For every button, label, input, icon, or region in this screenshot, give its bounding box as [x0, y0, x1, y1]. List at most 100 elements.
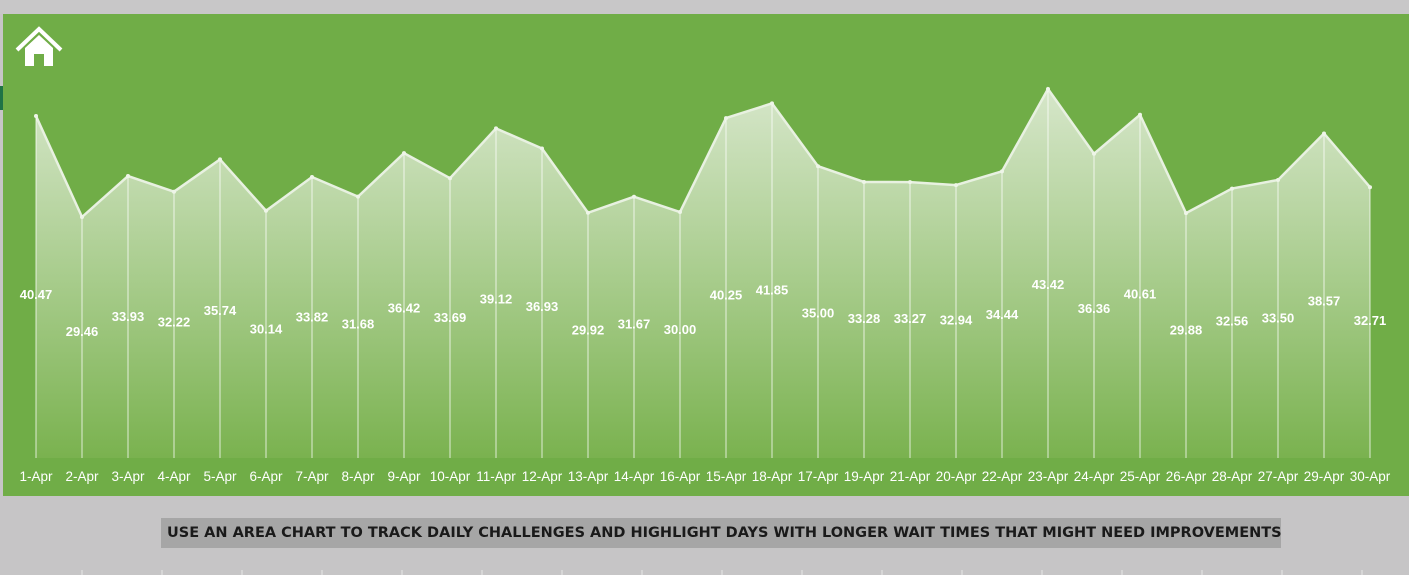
data-point[interactable] [356, 194, 360, 199]
data-label: 33.28 [848, 311, 881, 326]
data-point[interactable] [1184, 211, 1188, 216]
sheet-gridlines [81, 570, 1363, 575]
x-tick-label: 17-Apr [798, 469, 839, 484]
data-label: 32.71 [1354, 313, 1387, 328]
data-label: 36.93 [526, 299, 559, 314]
data-label: 38.57 [1308, 293, 1341, 308]
data-label: 43.42 [1032, 277, 1065, 292]
data-point[interactable] [1368, 185, 1372, 190]
data-label: 31.67 [618, 317, 651, 332]
x-tick-label: 20-Apr [936, 469, 977, 484]
data-point[interactable] [816, 164, 820, 169]
data-label: 31.68 [342, 317, 375, 332]
data-point[interactable] [448, 176, 452, 181]
data-label: 32.56 [1216, 314, 1249, 329]
data-label: 33.69 [434, 310, 467, 325]
x-tick-label: 14-Apr [614, 469, 655, 484]
data-label: 35.00 [802, 305, 835, 320]
data-label: 40.47 [20, 287, 53, 302]
data-label: 32.22 [158, 315, 191, 330]
x-tick-label: 12-Apr [522, 469, 563, 484]
x-tick-label: 11-Apr [476, 469, 516, 484]
home-icon[interactable] [15, 26, 63, 70]
data-label: 33.93 [112, 309, 145, 324]
x-tick-label: 18-Apr [752, 469, 793, 484]
x-tick-label: 25-Apr [1120, 469, 1161, 484]
data-label: 32.94 [940, 312, 973, 327]
data-point[interactable] [126, 174, 130, 179]
data-point[interactable] [1138, 112, 1142, 117]
x-tick-label: 24-Apr [1074, 469, 1115, 484]
x-tick-label: 8-Apr [341, 469, 375, 484]
data-point[interactable] [1046, 87, 1050, 91]
data-label: 40.25 [710, 288, 743, 303]
data-point[interactable] [540, 146, 544, 151]
data-point[interactable] [862, 179, 866, 184]
sheet-edge [1409, 0, 1415, 575]
area-outline [34, 86, 1371, 220]
data-label: 41.85 [756, 282, 789, 297]
data-label: 39.12 [480, 291, 513, 306]
data-point[interactable] [678, 210, 682, 215]
data-point[interactable] [310, 175, 314, 180]
data-label: 29.88 [1170, 323, 1203, 338]
x-tick-label: 21-Apr [890, 469, 931, 484]
data-label: 30.14 [250, 322, 283, 337]
x-tick-label: 5-Apr [203, 469, 237, 484]
x-tick-label: 7-Apr [295, 469, 329, 484]
data-label: 29.92 [572, 322, 605, 337]
area-series [36, 89, 1370, 458]
data-point[interactable] [1000, 169, 1004, 174]
data-point[interactable] [954, 183, 958, 188]
x-tick-label: 27-Apr [1258, 469, 1299, 484]
data-point[interactable] [1276, 177, 1280, 182]
x-tick-label: 13-Apr [568, 469, 609, 484]
x-tick-label: 9-Apr [387, 469, 421, 484]
data-point[interactable] [34, 114, 38, 119]
x-tick-label: 15-Apr [706, 469, 747, 484]
x-tick-label: 23-Apr [1028, 469, 1069, 484]
data-label: 35.74 [204, 303, 237, 318]
data-point[interactable] [724, 116, 728, 121]
x-tick-label: 29-Apr [1304, 469, 1345, 484]
x-tick-label: 26-Apr [1166, 469, 1207, 484]
data-label: 33.50 [1262, 310, 1295, 325]
x-tick-label: 30-Apr [1350, 469, 1391, 484]
data-label: 36.42 [388, 301, 421, 316]
x-tick-label: 3-Apr [111, 469, 145, 484]
data-label: 36.36 [1078, 301, 1111, 316]
x-tick-label: 4-Apr [157, 469, 191, 484]
data-label: 33.82 [296, 309, 329, 324]
data-point[interactable] [80, 215, 84, 219]
data-point[interactable] [402, 151, 406, 156]
caption-banner: USE AN AREA CHART TO TRACK DAILY CHALLEN… [161, 518, 1281, 548]
selection-marker [0, 86, 3, 110]
top-strip [0, 0, 1415, 14]
data-point[interactable] [494, 126, 498, 131]
x-tick-label: 28-Apr [1212, 469, 1253, 484]
area-chart: 40.47 29.46 33.93 32.22 35.74 30.14 33.82 31.68… [19, 86, 1391, 484]
x-tick-label: 1-Apr [19, 469, 53, 484]
data-point[interactable] [632, 194, 636, 199]
data-point[interactable] [264, 208, 268, 213]
data-point[interactable] [908, 180, 912, 185]
x-tick-label: 2-Apr [65, 469, 99, 484]
data-point[interactable] [770, 101, 774, 106]
data-label: 40.61 [1124, 286, 1157, 301]
x-tick-label: 22-Apr [982, 469, 1023, 484]
data-point[interactable] [172, 189, 176, 194]
chart-area[interactable]: 40.47 29.46 33.93 32.22 35.74 30.14 33.82 31.68… [3, 14, 1409, 496]
data-point[interactable] [1092, 151, 1096, 156]
data-point[interactable] [1230, 186, 1234, 191]
data-label: 34.44 [986, 307, 1019, 322]
x-tick-label: 10-Apr [430, 469, 471, 484]
data-point[interactable] [586, 210, 590, 215]
data-label: 29.46 [66, 324, 99, 339]
x-tick-label: 16-Apr [660, 469, 701, 484]
data-label: 30.00 [664, 322, 697, 337]
x-tick-label: 19-Apr [844, 469, 885, 484]
x-tick-label: 6-Apr [249, 469, 283, 484]
data-label: 33.27 [894, 311, 927, 326]
data-point[interactable] [1322, 131, 1326, 136]
data-point[interactable] [218, 157, 222, 162]
